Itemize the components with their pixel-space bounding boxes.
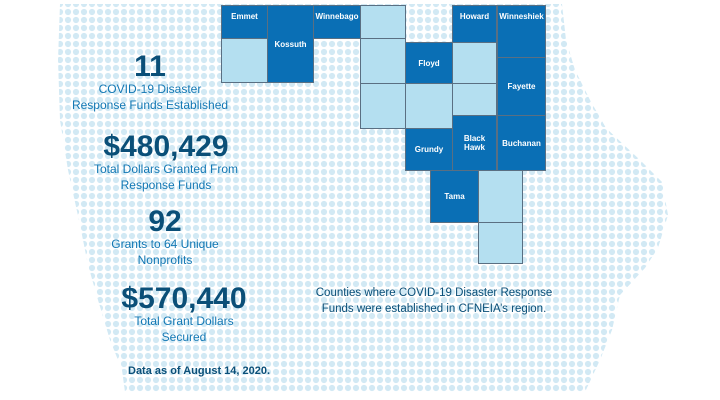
stat-dollars-granted: $480,429 Total Dollars Granted From Resp…: [66, 132, 266, 193]
county-label: [453, 43, 496, 83]
county-palo-alto: [221, 38, 268, 83]
stat-value: $570,440: [121, 282, 247, 315]
county-franklin: [360, 83, 406, 129]
county-tama: Tama: [430, 170, 479, 223]
stat-label: Total Grant Dollars: [134, 314, 234, 328]
county-label: [361, 6, 405, 38]
caption-line: Counties where COVID-19 Disaster Respons…: [315, 287, 553, 299]
county-label: Black Hawk: [463, 134, 486, 152]
county-floyd: Floyd: [405, 42, 453, 84]
county-label: Kossuth: [274, 39, 307, 49]
county-label: [406, 84, 452, 128]
county-grundy: Grundy: [405, 128, 453, 171]
county-buchanan: Buchanan: [497, 115, 546, 171]
stat-label: Total Dollars Granted From: [93, 162, 239, 176]
stat-funds-established: 11 COVID-19 Disaster Response Funds Esta…: [60, 52, 240, 113]
county-worth: [360, 5, 406, 39]
county-label: Buchanan: [502, 138, 541, 148]
stat-label: Response Funds: [120, 177, 212, 192]
stat-label: Secured: [161, 329, 207, 344]
county-label: [361, 84, 405, 128]
stat-value: $480,429: [103, 130, 229, 163]
county-label: [479, 171, 522, 222]
stat-grants-count: 92 Grants to 64 Unique Nonprofits: [70, 207, 260, 268]
county-howard: Howard: [452, 5, 497, 43]
county-chickasaw: [452, 42, 497, 84]
county-linn: [478, 222, 523, 264]
county-label: Floyd: [418, 58, 440, 68]
county-label: Fayette: [507, 82, 536, 91]
county-winneshiek: Winneshiek: [497, 5, 546, 58]
stat-label: Response Funds Established: [71, 97, 229, 112]
county-label: Winnebago: [315, 12, 359, 21]
caption-line: Funds were established in CFNEIA’s regio…: [321, 302, 547, 315]
county-black-hawk: Black Hawk: [452, 115, 497, 171]
county-emmet: Emmet: [221, 5, 268, 39]
stat-label: COVID-19 Disaster: [98, 82, 202, 96]
map-caption: Counties where COVID-19 Disaster Respons…: [300, 286, 568, 317]
county-winnebago: Winnebago: [313, 5, 361, 39]
county-label: Emmet: [231, 12, 258, 21]
county-label: Howard: [459, 12, 490, 21]
stat-grant-dollars-secured: $570,440 Total Grant Dollars Secured: [84, 284, 284, 345]
county-label: [479, 223, 522, 263]
county-label: [361, 39, 405, 83]
county-cerro-gordo: [360, 38, 406, 84]
county-benton: [478, 170, 523, 223]
county-fayette: Fayette: [497, 57, 546, 116]
county-label: Winneshiek: [499, 12, 544, 21]
data-date-note: Data as of August 14, 2020.: [128, 365, 271, 377]
county-label: Grundy: [414, 145, 444, 154]
county-butler: [405, 83, 453, 129]
stat-value: 92: [148, 205, 182, 238]
stat-label: Nonprofits: [137, 252, 193, 267]
county-kossuth: Kossuth: [267, 5, 314, 83]
county-label: Tama: [444, 192, 465, 201]
stat-label: Grants to 64 Unique: [111, 237, 219, 251]
stat-value: 11: [134, 50, 166, 83]
